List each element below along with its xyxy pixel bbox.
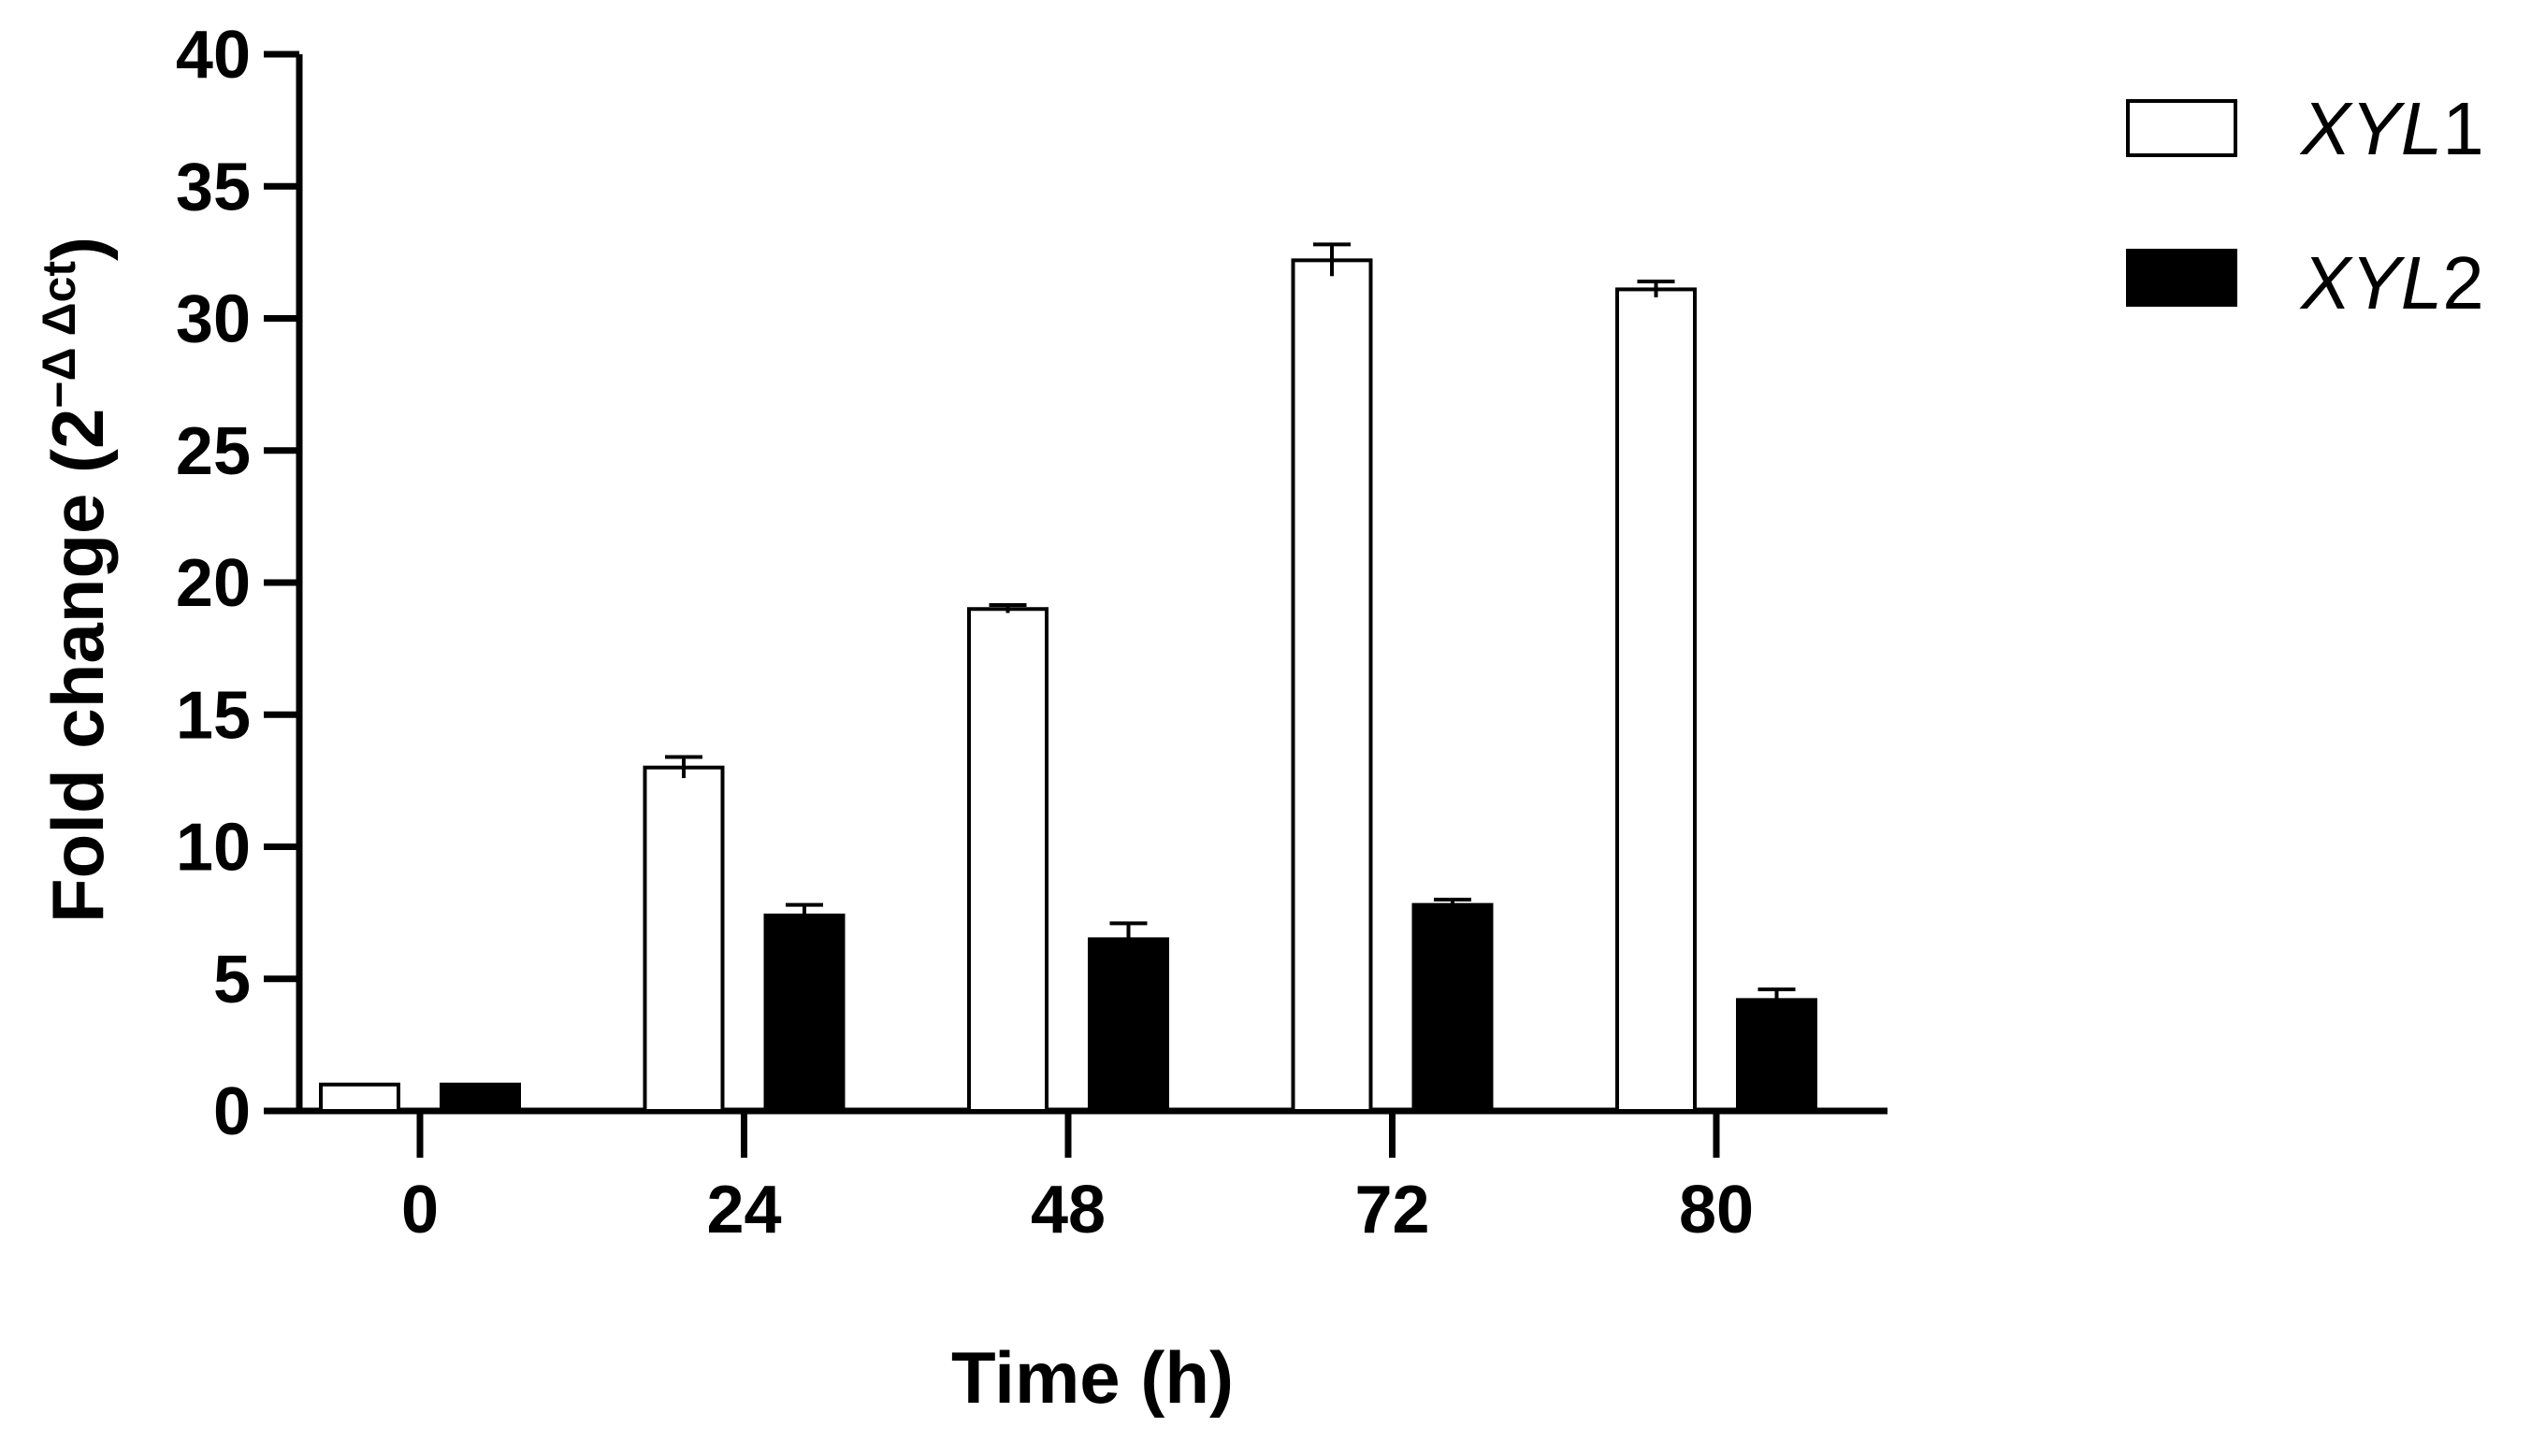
- bar-xyl2-0: [440, 1082, 521, 1113]
- bar-xyl2-48: [1088, 937, 1169, 1113]
- bar-xyl1-72: [1291, 258, 1373, 1114]
- x-axis-title: Time (h): [951, 1336, 1234, 1419]
- y-tick-label: 5: [213, 943, 251, 1017]
- bars: [319, 258, 1817, 1114]
- y-axis-title-close: ): [36, 237, 119, 261]
- x-axis: 0 24 48 72 80: [299, 1107, 1887, 1247]
- legend-label-xyl2: XYL2: [2299, 241, 2484, 324]
- bar-xyl1-24: [643, 765, 725, 1113]
- y-tick-label: 20: [176, 546, 251, 621]
- y-tick-label: 10: [176, 811, 251, 886]
- legend-label-xyl1-suffix: 1: [2442, 87, 2484, 170]
- bar-xyl2-24: [763, 913, 846, 1114]
- legend-swatch-xyl1: [2126, 99, 2237, 157]
- error-bars: [665, 242, 1796, 1011]
- y-tick-label: 25: [176, 414, 251, 489]
- legend-label-xyl2-suffix: 2: [2442, 241, 2484, 324]
- bar-xyl1-0: [319, 1082, 400, 1113]
- x-tick-label: 48: [1031, 1173, 1106, 1247]
- y-axis-title-superscript: −Δ Δct: [33, 261, 85, 409]
- y-axis-title: Fold change (2−Δ Δct): [33, 237, 119, 923]
- y-tick-label: 30: [176, 282, 251, 357]
- y-tick-label: 35: [176, 150, 251, 224]
- legend-label-xyl1: XYL1: [2299, 87, 2484, 170]
- legend-label-xyl2-italic: XYL: [2299, 241, 2442, 324]
- y-tick-label: 15: [176, 678, 251, 753]
- bar-xyl1-80: [1615, 287, 1697, 1113]
- bar-xyl1-48: [967, 607, 1049, 1113]
- x-tick-label: 24: [706, 1173, 781, 1247]
- legend-swatch-xyl2: [2126, 249, 2237, 307]
- y-tick-label: 0: [213, 1074, 251, 1149]
- x-tick-label: 80: [1679, 1173, 1754, 1247]
- y-tick-label: 40: [176, 18, 251, 93]
- y-axis-title-main: Fold change (2: [36, 409, 119, 923]
- bar-xyl2-80: [1736, 998, 1817, 1113]
- bar-xyl2-72: [1411, 902, 1494, 1114]
- legend: XYL1 XYL2: [2126, 87, 2484, 324]
- legend-label-xyl1-italic: XYL: [2299, 87, 2442, 170]
- x-tick-label: 0: [401, 1173, 439, 1247]
- x-tick-label: 72: [1354, 1173, 1429, 1247]
- y-axis: 0 5 10 15 20 25 30 35 40: [176, 18, 303, 1149]
